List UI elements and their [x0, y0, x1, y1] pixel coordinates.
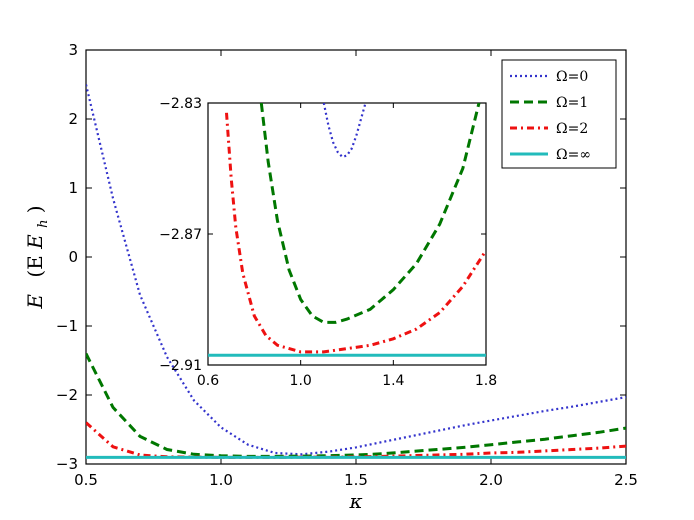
y-axis-label-unit-sub: h: [36, 220, 51, 228]
inset-y-tick-label: −2.83: [159, 96, 202, 112]
y-axis-label-unit-e: E: [23, 234, 47, 250]
main-y-tick-label: −1: [56, 317, 78, 335]
y-axis-label-unit-close: ): [23, 205, 47, 213]
legend-label-omega-0: Ω=0: [556, 69, 588, 85]
main-x-tick-label: 1.5: [344, 471, 368, 489]
main-y-tick-label: 3: [68, 41, 78, 59]
inset-x-tick-label: 1.8: [475, 373, 497, 389]
svg-text:E (E E h: E (E E h ): [23, 205, 52, 309]
legend-label-omega-inf: Ω=∞: [556, 147, 591, 163]
inset-plot-frame: [207, 102, 487, 366]
main-x-tick-label: 2.0: [479, 471, 503, 489]
legend-label-omega-2: Ω=2: [556, 121, 588, 137]
inset-x-tick-label: 1.4: [382, 373, 404, 389]
main-y-tick-label: 0: [68, 248, 78, 266]
inset-x-tick-label: 0.6: [197, 373, 219, 389]
y-axis-label: E (E E h ): [23, 205, 52, 309]
inset-x-tick-label: 1.0: [290, 373, 312, 389]
main-x-tick-label: 0.5: [74, 471, 98, 489]
main-series-line-omega-0: [86, 84, 626, 456]
main-x-tick-label: 2.5: [614, 471, 638, 489]
inset-y-tick-label: −2.91: [159, 358, 202, 374]
main-x-tick-label: 1.0: [209, 471, 233, 489]
inset-series-line-omega-2: [225, 112, 486, 354]
x-axis-label: κ: [348, 489, 362, 513]
inset-series-line-omega-0: [322, 103, 367, 159]
main-y-tick-label: 2: [68, 110, 78, 128]
inset-y-tick-label: −2.87: [159, 227, 202, 243]
main-y-tick-label: −3: [56, 455, 78, 473]
legend: Ω=0 Ω=1 Ω=2 Ω=∞: [501, 59, 617, 169]
inset-series-line-omega-1: [259, 103, 481, 324]
y-axis-label-unit-open: (E: [23, 255, 47, 277]
y-axis-label-symbol: E: [23, 294, 47, 310]
main-series-line-omega-2: [86, 421, 626, 459]
main-y-tick-label: −2: [56, 386, 78, 404]
main-y-tick-label: 1: [68, 179, 78, 197]
legend-frame: [501, 59, 617, 169]
legend-label-omega-1: Ω=1: [556, 95, 588, 111]
